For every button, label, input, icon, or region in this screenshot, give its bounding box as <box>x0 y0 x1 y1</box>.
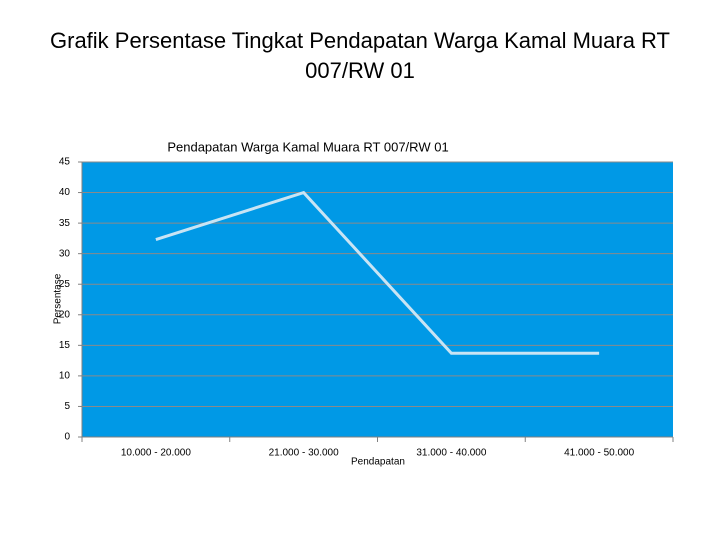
y-tick-label: 5 <box>64 401 70 412</box>
data-line <box>155 190 600 355</box>
y-tick-label: 35 <box>59 218 71 229</box>
plot-area <box>82 162 673 437</box>
y-tick-label: 30 <box>59 248 71 259</box>
y-tick-label: 45 <box>59 157 71 168</box>
y-tick-label: 0 <box>64 432 70 443</box>
y-tick-label: 20 <box>59 309 71 320</box>
y-tick-label: 15 <box>59 340 71 351</box>
y-axis-label: Persentase <box>53 273 64 324</box>
x-tick-label: 21.000 - 30.000 <box>269 448 339 459</box>
x-tick-label: 31.000 - 40.000 <box>416 448 486 459</box>
slide-title: Grafik Persentase Tingkat Pendapatan War… <box>50 28 670 83</box>
y-tick-label: 40 <box>59 187 71 198</box>
x-tick-label: 10.000 - 20.000 <box>121 448 191 459</box>
chart-title: Pendapatan Warga Kamal Muara RT 007/RW 0… <box>167 139 448 154</box>
y-tick-label: 25 <box>59 279 71 290</box>
x-tick-label: 41.000 - 50.000 <box>564 448 634 459</box>
x-axis-label: Pendapatan <box>351 457 405 468</box>
y-tick-label: 10 <box>59 371 71 382</box>
